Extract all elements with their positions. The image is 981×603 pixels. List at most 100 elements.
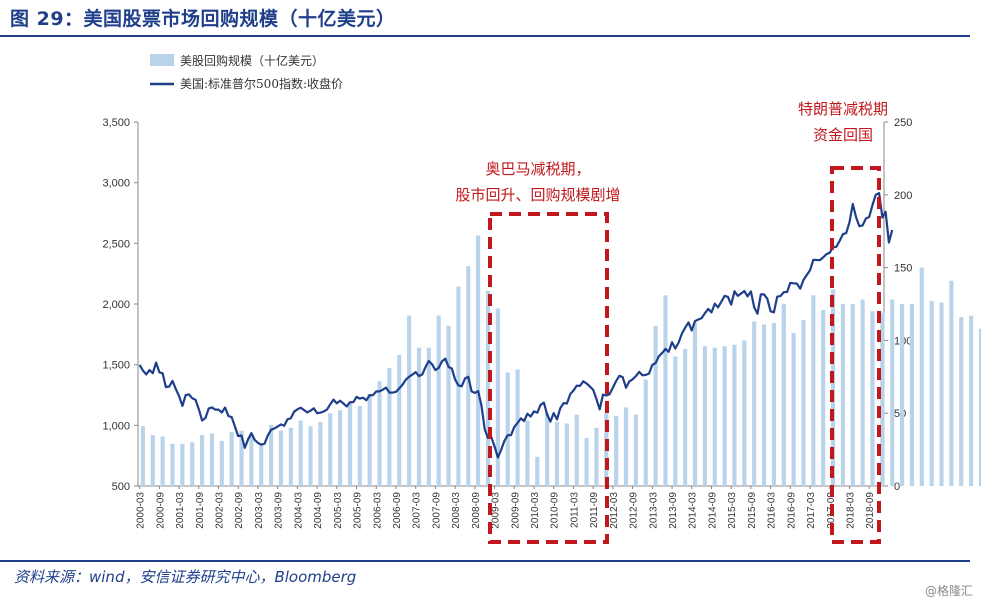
x-tick-label: 2000-03 xyxy=(136,492,147,529)
buyback-bar xyxy=(535,456,540,486)
buyback-bar xyxy=(416,347,422,486)
y-left-tick-label: 2,500 xyxy=(102,238,130,250)
x-tick-label: 2018-09 xyxy=(865,492,876,529)
buyback-bar xyxy=(278,430,284,486)
x-tick-label: 2002-09 xyxy=(234,492,245,529)
x-tick-label: 2001-09 xyxy=(195,492,206,529)
buyback-bar xyxy=(180,443,185,486)
trump-annotation-line-1: 特朗普减税期 xyxy=(798,100,888,118)
buyback-bar xyxy=(190,442,195,486)
buyback-bar xyxy=(150,435,155,486)
y-right-tick-label: 200 xyxy=(894,190,912,202)
x-tick-label: 2010-03 xyxy=(530,492,541,529)
buyback-bar xyxy=(338,410,343,486)
legend-bar-label: 美股回购规模（十亿美元） xyxy=(180,53,324,68)
buyback-bar xyxy=(949,280,954,486)
x-tick-label: 2003-09 xyxy=(274,492,285,529)
buyback-bar xyxy=(623,407,629,486)
buyback-bar xyxy=(830,289,836,486)
buyback-bar xyxy=(978,328,981,486)
title-rule xyxy=(0,35,970,37)
buyback-bar xyxy=(140,426,145,486)
buyback-bar xyxy=(909,304,915,486)
buyback-bar xyxy=(347,401,353,486)
obama-period-box xyxy=(488,212,609,544)
buyback-bar xyxy=(702,346,707,486)
buyback-bar xyxy=(308,426,313,486)
x-tick-label: 2018-03 xyxy=(845,492,856,529)
buyback-bar xyxy=(219,440,224,486)
buyback-bar xyxy=(643,379,648,486)
buyback-bar xyxy=(771,322,776,486)
buyback-bar xyxy=(840,304,845,486)
x-tick-label: 2008-03 xyxy=(451,492,462,529)
buyback-bar xyxy=(732,344,737,486)
buyback-bar xyxy=(476,235,481,486)
buyback-bar xyxy=(426,347,431,486)
x-tick-label: 2004-09 xyxy=(313,492,324,529)
x-tick-label: 2008-09 xyxy=(471,492,482,529)
x-tick-label: 2014-09 xyxy=(707,492,718,529)
buyback-bar xyxy=(545,413,550,486)
buyback-bar xyxy=(890,299,895,486)
buyback-bar xyxy=(860,299,865,486)
buyback-bar xyxy=(229,432,234,486)
y-left-tick-label: 1,000 xyxy=(102,420,130,432)
x-tick-label: 2016-03 xyxy=(767,492,778,529)
x-tick-label: 2009-09 xyxy=(510,492,521,529)
y-right-tick-label: 150 xyxy=(894,263,912,275)
y-right-tick-label: 250 xyxy=(894,117,912,129)
buyback-bar xyxy=(850,304,855,486)
buyback-bar xyxy=(752,321,757,486)
x-tick-label: 2016-09 xyxy=(786,492,797,529)
buyback-bar xyxy=(318,421,323,486)
x-tick-label: 2007-09 xyxy=(431,492,442,529)
buyback-bar xyxy=(298,420,303,486)
buyback-bar xyxy=(387,368,392,486)
x-tick-label: 2005-03 xyxy=(333,492,344,529)
obama-annotation-line-2: 股市回升、回购规模剧增 xyxy=(455,186,620,204)
buyback-bar xyxy=(919,267,924,486)
chart-title: 图 29：美国股票市场回购规模（十亿美元） xyxy=(10,8,396,30)
x-tick-label: 2010-09 xyxy=(550,492,561,529)
buyback-bar xyxy=(969,315,974,486)
trump-annotation-line-2: 资金回国 xyxy=(813,126,873,144)
x-tick-label: 2006-09 xyxy=(392,492,403,529)
legend-bar-swatch xyxy=(150,54,174,66)
buyback-bar xyxy=(525,420,530,486)
buyback-bar xyxy=(446,325,451,486)
buyback-bar xyxy=(328,413,333,486)
x-tick-label: 2003-03 xyxy=(254,492,265,529)
buyback-bar xyxy=(614,416,619,486)
buyback-bar xyxy=(249,435,254,486)
buyback-bar xyxy=(594,427,599,486)
x-tick-label: 2011-09 xyxy=(589,492,600,528)
buyback-bar xyxy=(880,312,885,486)
buyback-bar xyxy=(584,437,589,486)
y-left-tick-label: 3,000 xyxy=(102,178,130,190)
buyback-bar xyxy=(633,414,638,486)
source-note: 资料来源：wind，安信证券研究中心，Bloomberg xyxy=(14,568,357,586)
x-tick-label: 2002-03 xyxy=(215,492,226,529)
buyback-bar xyxy=(377,381,382,486)
buyback-bar xyxy=(160,436,165,486)
buyback-bar xyxy=(791,333,796,486)
footer-rule xyxy=(0,560,970,562)
x-tick-label: 2009-03 xyxy=(491,492,502,529)
buyback-bar xyxy=(239,430,244,486)
buyback-bar xyxy=(712,347,717,486)
watermark: @格隆汇 xyxy=(924,584,973,598)
buyback-bar xyxy=(781,304,786,486)
buyback-bar xyxy=(269,424,274,486)
x-tick-label: 2014-03 xyxy=(688,492,699,529)
buyback-bar xyxy=(407,315,412,486)
trump-period-box xyxy=(830,166,881,544)
y-left-tick-label: 500 xyxy=(112,481,130,493)
x-tick-label: 2005-09 xyxy=(353,492,364,529)
x-tick-label: 2012-03 xyxy=(609,492,620,529)
buyback-bar xyxy=(722,346,727,486)
buyback-bar xyxy=(900,304,905,486)
buyback-bar xyxy=(288,427,293,486)
buyback-bar xyxy=(485,290,491,486)
